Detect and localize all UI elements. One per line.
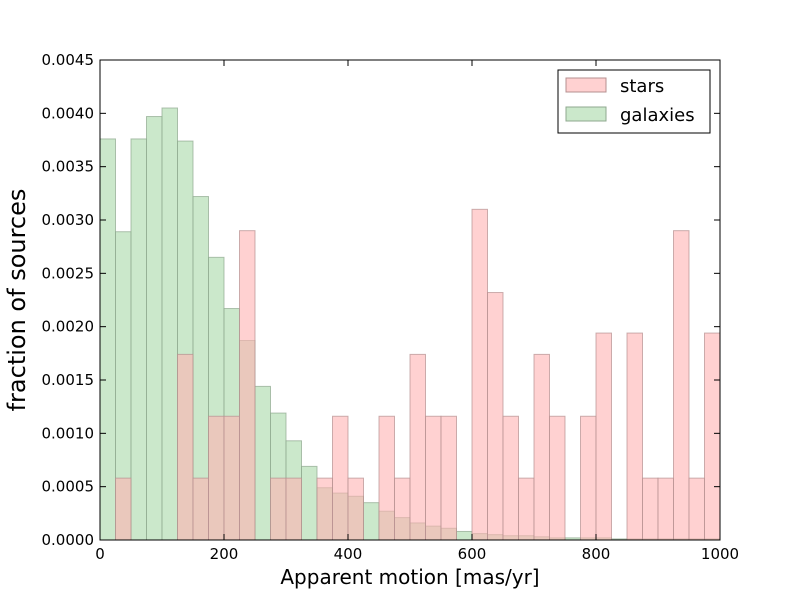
stars-bar	[409, 353, 426, 541]
stars-bar	[657, 477, 674, 541]
galaxies-bar	[130, 138, 147, 541]
stars-bar	[223, 415, 240, 541]
y-tick-label: 0.0040	[42, 104, 95, 122]
stars-bar	[595, 332, 612, 541]
galaxies-bar	[301, 465, 318, 541]
stars-bar	[115, 477, 132, 541]
stars-bar	[440, 415, 457, 541]
galaxies-bar	[146, 116, 163, 541]
stars-bar	[285, 477, 302, 541]
stars-bar	[316, 477, 333, 541]
y-tick-label: 0.0045	[42, 51, 95, 69]
y-axis: 0.0000 0.0005 0.0010 0.0015 0.0020 0.0025 0.00…	[42, 51, 720, 549]
stars-bar	[533, 353, 550, 541]
galaxies-bar	[161, 107, 178, 541]
stars-bar	[208, 415, 225, 541]
x-tick-label: 800	[582, 545, 611, 563]
stars-bar	[688, 477, 705, 541]
stars-bar	[549, 415, 566, 541]
stars-bar	[673, 230, 690, 541]
legend-swatch-stars	[565, 77, 607, 93]
stars-bar	[239, 230, 256, 541]
legend-swatch-galaxies	[565, 106, 607, 122]
x-tick-label: 1000	[701, 545, 739, 563]
stars-bar	[192, 477, 209, 541]
x-tick-label: 0	[95, 545, 105, 563]
y-tick-label: 0.0030	[42, 211, 95, 229]
stars-bar	[177, 353, 194, 541]
legend-label-stars: stars	[620, 76, 664, 97]
y-tick-label: 0.0000	[42, 531, 95, 549]
galaxies-bar	[254, 385, 271, 541]
stars-bar	[425, 415, 442, 541]
y-tick-label: 0.0010	[42, 424, 95, 442]
stars-bar	[502, 415, 519, 541]
y-tick-label: 0.0020	[42, 318, 95, 336]
galaxies-bar	[363, 502, 380, 541]
galaxies-bar	[99, 138, 116, 541]
legend-label-galaxies: galaxies	[620, 105, 695, 126]
stars-bar	[580, 415, 597, 541]
y-tick-label: 0.0025	[42, 264, 95, 282]
stars-bar	[378, 415, 395, 541]
legend: stars galaxies	[557, 69, 711, 134]
y-tick-label: 0.0005	[42, 478, 95, 496]
x-tick-label: 200	[210, 545, 239, 563]
stars-bar	[394, 477, 411, 541]
x-tick-label: 400	[334, 545, 363, 563]
stars-bar	[347, 477, 364, 541]
stars-bar	[487, 292, 504, 541]
stars-bar	[471, 208, 488, 541]
y-tick-label: 0.0015	[42, 371, 95, 389]
stars-bar	[332, 415, 349, 541]
y-axis-label: fraction of sources	[3, 189, 31, 412]
x-axis-label: Apparent motion [mas/yr]	[280, 565, 539, 589]
y-tick-label: 0.0035	[42, 158, 95, 176]
stars-bar	[704, 332, 721, 541]
stars-bar	[626, 332, 643, 541]
stars-bar	[270, 477, 287, 541]
galaxies-bar	[456, 530, 473, 541]
x-axis: 0 200 400 600 800 1000	[95, 60, 739, 563]
stars-bar	[518, 477, 535, 541]
stars-bar	[642, 477, 659, 541]
plot-frame	[99, 59, 721, 541]
x-tick-label: 600	[458, 545, 487, 563]
